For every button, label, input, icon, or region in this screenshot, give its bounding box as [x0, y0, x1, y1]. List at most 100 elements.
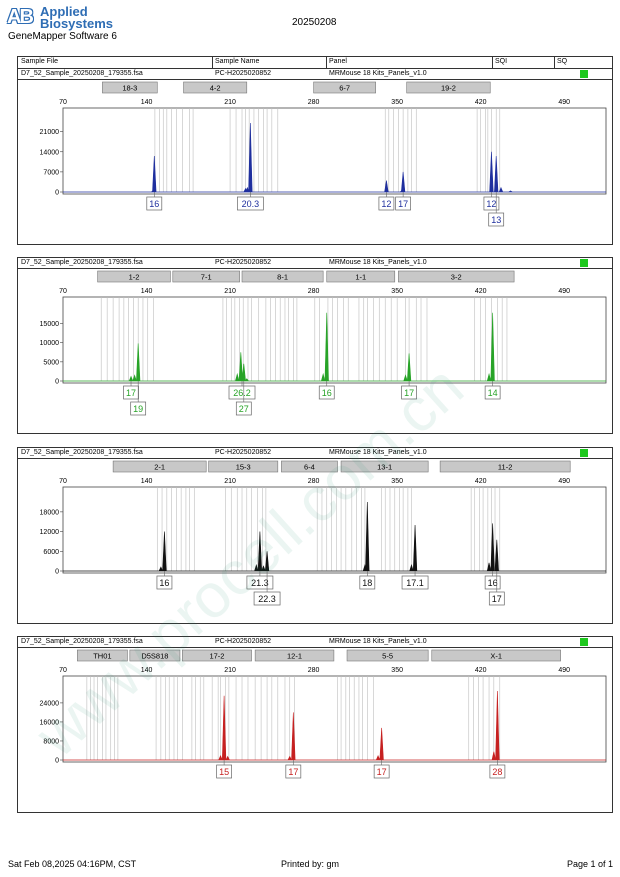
peak: [248, 122, 253, 193]
panel-name: MRMouse 18 Kits_Panels_v1.0: [329, 638, 427, 645]
panel-sample-info: D7_52_Sample_20250208_179355.fsa PC-H2025…: [18, 637, 612, 648]
allele-label-box: [235, 401, 252, 416]
allele-label: 17: [377, 767, 387, 777]
chart-red-panel: TH01 D5S818 17-2 12-1 5-5 X-170 140 210 280 350 42…: [40, 649, 607, 779]
marker-bar: [129, 649, 181, 662]
marker-label: 19-2: [441, 84, 456, 93]
y-tick-label: 16000: [40, 719, 60, 726]
marker-bar: [439, 460, 571, 473]
marker-bar: [254, 649, 335, 662]
x-tick-label: 350: [391, 288, 403, 295]
divider: [326, 57, 327, 68]
electropherogram-red-panel: D7_52_Sample_20250208_179355.fsa PC-H2025…: [17, 636, 613, 813]
col-sample-file: Sample File: [21, 58, 58, 65]
allele-label: 13: [491, 215, 501, 225]
y-tick-label: 21000: [40, 129, 60, 136]
x-tick-label: 210: [224, 288, 236, 295]
marker-bar: [241, 270, 324, 283]
marker-label: 6-4: [304, 463, 315, 472]
peak: [261, 565, 266, 572]
marker-bar: [340, 460, 429, 473]
marker-label: 15-3: [236, 463, 251, 472]
allele-label-box: [378, 196, 395, 211]
divider: [492, 57, 493, 68]
x-tick-label: 280: [308, 478, 320, 485]
allele-label: 17: [288, 767, 298, 777]
allele-label: 17: [492, 594, 502, 604]
peak: [486, 562, 492, 572]
panel-name: MRMouse 18 Kits_Panels_v1.0: [329, 70, 427, 77]
allele-label-box: [488, 212, 505, 227]
allele-label-box: [373, 764, 390, 779]
allele-label-box: [146, 196, 163, 211]
panel-name: MRMouse 18 Kits_Panels_v1.0: [329, 449, 427, 456]
y-tick-label: 5000: [43, 359, 59, 366]
footer-page: Page 1 of 1: [567, 859, 614, 869]
x-tick-label: 70: [59, 667, 67, 674]
y-tick-label: 8000: [43, 738, 59, 745]
marker-label: 5-5: [382, 652, 393, 661]
allele-label-box: [253, 591, 281, 606]
logo-line-2: Biosystems: [40, 16, 113, 31]
peak: [401, 171, 406, 193]
peak: [494, 539, 499, 572]
peak: [365, 501, 370, 572]
marker-label: 1-1: [355, 273, 366, 282]
footer-datetime: Sat Feb 08,2025 04:16PM, CST: [8, 859, 137, 869]
x-tick-label: 420: [475, 667, 487, 674]
sq-status-indicator: [580, 449, 588, 457]
y-tick-label: 14000: [40, 149, 60, 156]
allele-label-box: [285, 764, 302, 779]
x-tick-label: 420: [475, 99, 487, 106]
sq-status-indicator: [580, 259, 588, 267]
allele-label-box: [483, 196, 500, 211]
y-tick-label: 18000: [40, 509, 60, 516]
marker-bar: [112, 460, 207, 473]
peak: [379, 727, 384, 761]
peak: [244, 378, 249, 382]
plot-area: [62, 107, 607, 195]
peak: [222, 695, 227, 761]
peak: [494, 156, 499, 193]
x-tick-label: 490: [558, 667, 570, 674]
logo-text: Applied Biosystems: [40, 4, 113, 31]
allele-label-box: [130, 401, 147, 416]
col-sqi: SQI: [495, 58, 508, 65]
logo-line-1: Applied: [40, 4, 88, 19]
sample-name: PC-H2025020852: [215, 259, 272, 266]
allele-label-box: [216, 764, 232, 779]
peak: [508, 190, 513, 193]
allele-label: 12: [381, 199, 391, 209]
allele-label: 18: [362, 578, 372, 588]
peak: [238, 352, 243, 382]
x-tick-label: 350: [391, 99, 403, 106]
x-tick-label: 490: [558, 478, 570, 485]
y-tick-label: 0: [55, 758, 59, 765]
allele-label: 16: [488, 578, 498, 588]
marker-bar: [346, 649, 429, 662]
allele-label: 16: [159, 578, 169, 588]
peak: [158, 566, 163, 572]
marker-label: 13-1: [377, 463, 392, 472]
x-tick-label: 490: [558, 99, 570, 106]
marker-label: TH01: [93, 652, 111, 661]
x-tick-label: 490: [558, 288, 570, 295]
allele-label-box: [156, 575, 173, 590]
peak: [218, 754, 223, 761]
peak: [257, 531, 263, 572]
allele-label-box: [484, 575, 501, 590]
marker-label: 11-2: [498, 463, 512, 472]
col-panel: Panel: [329, 58, 347, 65]
allele-label: 17.1: [406, 578, 424, 588]
allele-label: 22.3: [258, 594, 276, 604]
marker-bar: [97, 270, 171, 283]
x-tick-label: 70: [59, 478, 67, 485]
marker-bar: [182, 649, 252, 662]
x-tick-label: 210: [224, 99, 236, 106]
allele-label: 17: [126, 388, 136, 398]
allele-label: 26.2: [233, 388, 251, 398]
allele-label: 20.3: [242, 199, 260, 209]
y-tick-label: 0: [55, 569, 59, 576]
footer-printed-by: Printed by: gm: [281, 859, 340, 869]
y-tick-label: 7000: [43, 169, 59, 176]
